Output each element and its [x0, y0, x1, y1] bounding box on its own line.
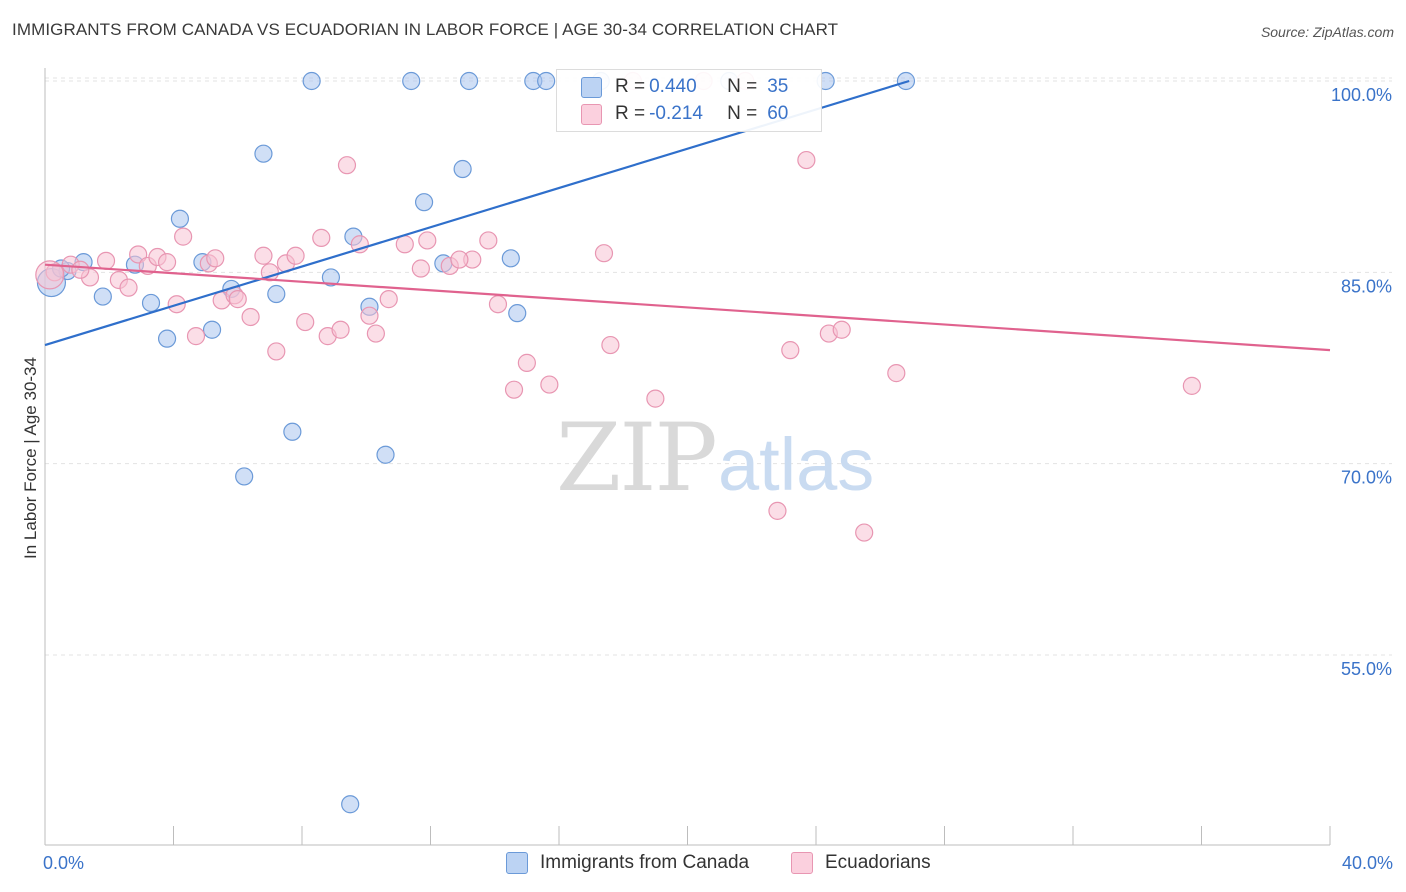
axes: [44, 68, 1331, 846]
point-ecuadorian: [832, 320, 851, 339]
legend-swatch-canada: [581, 76, 602, 98]
point-canada: [501, 249, 520, 268]
point-ecuadorian: [379, 290, 398, 309]
point-ecuadorian: [504, 380, 524, 399]
point-ecuadorian: [601, 335, 620, 355]
point-ecuadorian: [267, 342, 286, 361]
legend-label-ecuadorians: Ecuadorians: [825, 852, 931, 873]
point-canada: [235, 467, 254, 486]
gridlines: [45, 77, 1392, 656]
point-ecuadorian: [540, 375, 559, 394]
point-ecuadorian: [418, 231, 437, 250]
point-canada: [459, 71, 479, 91]
x-tick-label: 40.0%: [1342, 853, 1393, 873]
y-axis-label: In Labor Force | Age 30-34: [21, 357, 40, 559]
point-canada: [267, 284, 286, 304]
tick-labels: 55.0% 70.0% 85.0% 100.0% 0.0% 40.0% In Labor F…: [21, 85, 1393, 873]
point-canada: [141, 293, 161, 313]
legend-n-label: N =: [727, 76, 758, 97]
legend-swatch-canada: [506, 852, 528, 874]
trend-line-ecuadorians: [44, 263, 1331, 352]
point-ecuadorian: [855, 523, 874, 542]
series-legend: Immigrants from Canada Ecuadorians: [0, 852, 1406, 878]
legend-swatch-ecuadorians: [791, 852, 813, 874]
point-ecuadorian: [337, 156, 357, 175]
point-ecuadorian: [206, 249, 225, 268]
point-ecuadorian: [174, 227, 193, 246]
point-ecuadorian: [360, 306, 379, 325]
point-ecuadorian: [254, 246, 273, 265]
point-canada: [453, 159, 472, 179]
point-canada: [302, 71, 321, 91]
x-tick-label: 0.0%: [43, 853, 84, 873]
point-ecuadorian: [450, 250, 469, 269]
point-ecuadorian: [479, 231, 498, 250]
point-canada: [202, 320, 222, 339]
point-ecuadorian: [296, 312, 315, 332]
y-tick-label: 55.0%: [1341, 659, 1392, 679]
legend-r-label: R =: [615, 103, 646, 124]
point-ecuadorian: [781, 341, 800, 360]
chart-title: IMMIGRANTS FROM CANADA VS ECUADORIAN IN …: [12, 20, 839, 39]
point-ecuadorian: [395, 235, 414, 254]
point-ecuadorian: [488, 295, 508, 314]
point-ecuadorian: [96, 251, 116, 270]
watermark-zip: ZIP: [556, 404, 716, 513]
point-ecuadorian: [286, 246, 305, 265]
y-tick-label: 70.0%: [1341, 468, 1392, 488]
point-ecuadorian: [157, 253, 177, 272]
point-ecuadorian: [411, 259, 430, 278]
point-ecuadorian: [517, 353, 536, 372]
legend-n-value: 35: [767, 76, 789, 97]
point-ecuadorian: [594, 244, 614, 263]
legend-n-value: 60: [767, 103, 789, 124]
legend-label-canada: Immigrants from Canada: [540, 852, 750, 873]
point-ecuadorian: [228, 290, 247, 309]
point-canada: [341, 795, 360, 814]
point-canada: [402, 71, 421, 91]
point-canada: [170, 209, 190, 228]
point-canada: [414, 193, 434, 212]
point-ecuadorian: [35, 260, 65, 290]
legend-item-ecuadorians[interactable]: Ecuadorians: [791, 852, 931, 874]
correlation-legend: R = 0.440 N = 35 R = -0.214 N = 60: [556, 69, 822, 132]
source-label: Source: ZipAtlas.com: [1260, 24, 1394, 40]
point-ecuadorian: [797, 150, 816, 170]
legend-r-label: R =: [615, 76, 646, 97]
point-ecuadorian: [331, 320, 350, 339]
point-ecuadorian: [887, 364, 906, 383]
point-canada: [376, 445, 395, 464]
point-canada: [283, 422, 302, 441]
point-ecuadorian: [241, 307, 260, 327]
point-canada: [157, 329, 177, 348]
point-canada: [93, 287, 112, 306]
watermark-atlas: atlas: [718, 423, 874, 506]
legend-item-canada[interactable]: Immigrants from Canada: [506, 852, 749, 874]
point-ecuadorian: [646, 389, 665, 408]
point-canada: [508, 304, 527, 323]
y-tick-label: 100.0%: [1331, 85, 1392, 105]
legend-r-value: 0.440: [649, 76, 697, 97]
point-canada: [321, 268, 341, 287]
point-ecuadorian: [768, 501, 787, 520]
legend-swatch-ecuadorians: [581, 103, 602, 125]
point-canada: [537, 71, 556, 91]
point-ecuadorian: [1182, 376, 1201, 395]
y-tick-label: 85.0%: [1341, 276, 1392, 296]
point-ecuadorian: [186, 327, 206, 346]
legend-n-label: N =: [727, 103, 758, 124]
point-ecuadorian: [366, 324, 385, 343]
legend-row-canada: R = 0.440 N = 35: [581, 74, 789, 100]
legend-r-value: -0.214: [649, 103, 703, 124]
point-canada: [254, 144, 273, 163]
point-ecuadorian: [119, 278, 138, 297]
point-ecuadorian: [312, 228, 331, 247]
watermark: ZIP atlas: [556, 404, 874, 513]
legend-row-ecuadorians: R = -0.214 N = 60: [581, 101, 789, 127]
point-ecuadorian: [71, 260, 90, 279]
